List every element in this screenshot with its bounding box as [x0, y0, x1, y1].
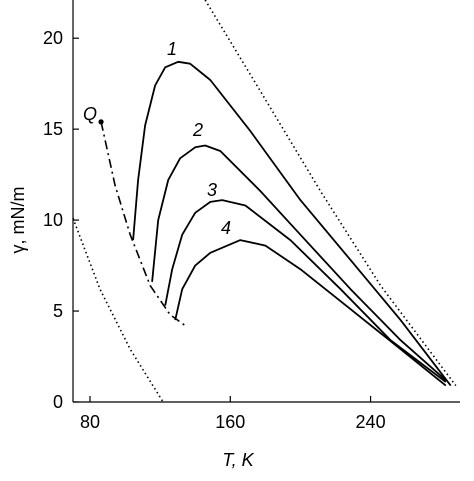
y-tick-label: 5	[53, 301, 63, 321]
series-label: 1	[167, 39, 177, 59]
x-tick-label: 80	[80, 412, 100, 432]
line-series	[164, 199, 447, 383]
point-label: Q	[83, 104, 97, 124]
reference-line	[72, 218, 164, 403]
series-label: 3	[207, 180, 217, 200]
x-tick-label: 240	[356, 412, 386, 432]
x-tick-label: 160	[215, 412, 245, 432]
reference-line	[100, 121, 186, 327]
reference-line	[204, 0, 457, 387]
y-tick-label: 10	[43, 210, 63, 230]
y-tick-label: 0	[53, 392, 63, 412]
line-series	[174, 239, 447, 387]
y-axis-label: γ, mN/m	[8, 187, 28, 254]
y-tick-label: 20	[43, 28, 63, 48]
series-label: 4	[221, 218, 231, 238]
x-axis-label: T, K	[222, 450, 254, 470]
point	[98, 119, 104, 125]
y-tick-label: 15	[43, 119, 63, 139]
line-series	[151, 144, 447, 381]
line-series	[132, 60, 452, 387]
series-label: 2	[192, 120, 203, 140]
